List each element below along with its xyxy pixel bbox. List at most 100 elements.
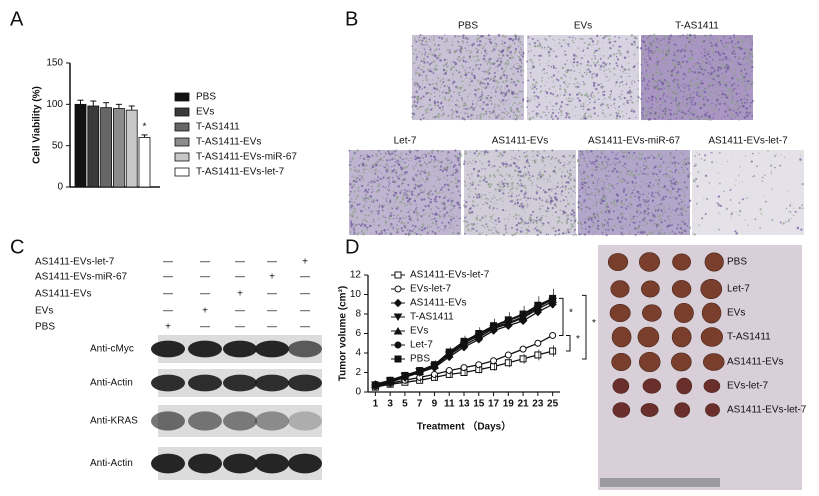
cell bbox=[632, 34, 634, 36]
cell bbox=[545, 156, 547, 159]
cell bbox=[664, 110, 667, 112]
cell bbox=[732, 46, 734, 48]
cell bbox=[526, 60, 529, 63]
cell bbox=[627, 62, 630, 65]
cell bbox=[693, 51, 696, 53]
cell bbox=[517, 103, 519, 105]
cell bbox=[588, 193, 591, 196]
cell bbox=[532, 219, 535, 221]
cell bbox=[517, 70, 519, 73]
cell bbox=[743, 94, 745, 97]
cell bbox=[665, 154, 667, 156]
cell bbox=[407, 232, 411, 235]
cell bbox=[680, 111, 683, 114]
cell bbox=[724, 66, 727, 69]
cell bbox=[555, 55, 558, 58]
cell bbox=[486, 202, 489, 205]
cell bbox=[457, 224, 460, 227]
cell bbox=[493, 62, 496, 65]
cell bbox=[729, 113, 732, 116]
cell bbox=[675, 37, 678, 40]
cell bbox=[677, 86, 679, 88]
cell bbox=[545, 215, 547, 217]
cell bbox=[440, 83, 443, 86]
cell bbox=[561, 221, 563, 224]
cell bbox=[657, 195, 660, 198]
cell bbox=[678, 59, 680, 62]
cell bbox=[559, 209, 562, 212]
cell bbox=[429, 194, 432, 196]
cell bbox=[695, 91, 698, 94]
cell bbox=[547, 178, 549, 181]
cell bbox=[508, 103, 510, 105]
cell bbox=[660, 231, 663, 234]
cell bbox=[748, 105, 750, 106]
cell bbox=[498, 189, 501, 192]
cell bbox=[510, 45, 513, 47]
cell bbox=[580, 157, 582, 160]
cell bbox=[668, 85, 670, 88]
cell bbox=[467, 193, 469, 194]
cell bbox=[552, 66, 555, 69]
cell bbox=[439, 59, 442, 62]
cell bbox=[427, 83, 429, 85]
cell bbox=[677, 63, 680, 66]
cell bbox=[689, 56, 692, 60]
cell bbox=[709, 75, 711, 77]
cell bbox=[422, 34, 424, 36]
cell bbox=[609, 94, 611, 96]
cell bbox=[746, 89, 748, 91]
cell bbox=[553, 185, 555, 187]
cell bbox=[550, 76, 553, 79]
cell bbox=[591, 96, 593, 98]
cell bbox=[420, 66, 422, 68]
cell bbox=[702, 67, 706, 71]
cell bbox=[557, 160, 560, 163]
cell bbox=[669, 215, 672, 217]
cell bbox=[551, 190, 553, 192]
cell bbox=[559, 93, 561, 95]
cell bbox=[661, 116, 664, 119]
cell bbox=[671, 39, 673, 41]
cell bbox=[607, 179, 609, 181]
cell bbox=[623, 56, 627, 60]
cell bbox=[717, 69, 720, 72]
cell bbox=[453, 204, 456, 208]
cell bbox=[669, 231, 672, 234]
cell bbox=[736, 78, 739, 82]
cell bbox=[544, 190, 547, 194]
cell bbox=[656, 230, 658, 232]
cell bbox=[701, 40, 703, 43]
cell bbox=[642, 36, 645, 38]
cell bbox=[349, 220, 353, 223]
cell bbox=[696, 61, 699, 64]
cell bbox=[428, 98, 432, 102]
cell bbox=[644, 184, 646, 186]
cell bbox=[412, 166, 414, 168]
cell bbox=[502, 209, 505, 212]
cell bbox=[599, 103, 602, 106]
cell bbox=[409, 209, 411, 211]
cell bbox=[465, 76, 468, 79]
cell bbox=[413, 231, 417, 235]
cell bbox=[563, 88, 567, 92]
cell bbox=[677, 106, 680, 109]
cell bbox=[726, 58, 728, 60]
cell bbox=[542, 111, 544, 113]
cell bbox=[507, 195, 509, 197]
cell bbox=[676, 106, 678, 108]
cell bbox=[416, 218, 419, 221]
cell bbox=[431, 230, 434, 233]
cell bbox=[446, 156, 449, 159]
cell bbox=[501, 34, 505, 38]
cell bbox=[417, 38, 419, 40]
cell bbox=[603, 90, 606, 93]
cell bbox=[377, 174, 378, 176]
cell bbox=[583, 201, 585, 204]
cell bbox=[573, 222, 576, 224]
cell bbox=[539, 171, 541, 174]
cell bbox=[351, 158, 354, 161]
cell bbox=[438, 179, 441, 182]
cell bbox=[421, 156, 423, 158]
cell bbox=[576, 64, 579, 67]
